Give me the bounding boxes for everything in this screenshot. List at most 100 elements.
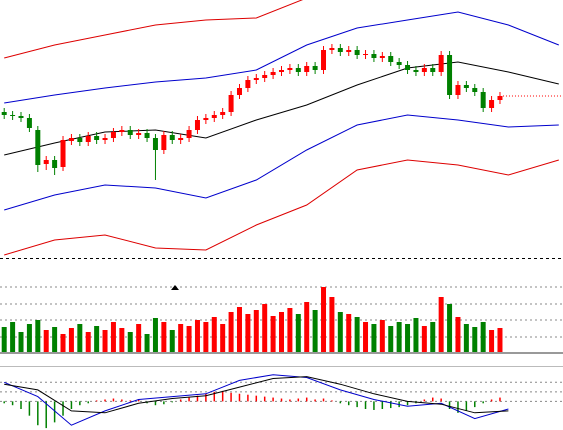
volume-bar xyxy=(169,330,175,352)
volume-bar xyxy=(245,314,251,352)
volume-bar xyxy=(379,320,385,352)
volume-bar xyxy=(178,324,184,352)
indicator-line xyxy=(4,376,509,414)
volume-bar xyxy=(497,328,503,352)
volume-bar xyxy=(371,324,377,352)
volume-bar xyxy=(152,318,158,352)
candle-body xyxy=(110,132,116,138)
candle-body xyxy=(10,115,16,116)
candle-body xyxy=(270,72,276,75)
volume-bar xyxy=(363,322,369,352)
volume-bar xyxy=(405,324,411,352)
candle-body xyxy=(35,130,41,165)
volume-bar xyxy=(211,317,217,352)
candle-body xyxy=(18,116,24,118)
volume-bar xyxy=(421,326,427,352)
volume-bar xyxy=(110,322,116,352)
volume-bar xyxy=(60,334,66,352)
volume-bar xyxy=(354,317,360,352)
volume-bar xyxy=(68,328,74,352)
price-panel xyxy=(1,0,563,256)
volume-bar xyxy=(1,327,7,352)
volume-bar xyxy=(220,324,226,352)
candle-body xyxy=(421,68,427,72)
candle-body xyxy=(379,56,385,58)
volume-bar xyxy=(253,310,259,352)
candle-body xyxy=(295,68,301,72)
volume-bar xyxy=(102,330,108,352)
candle-body xyxy=(169,135,175,140)
volume-panel xyxy=(0,286,563,352)
candle-body xyxy=(127,130,133,135)
candle-body xyxy=(279,70,284,72)
candle-body xyxy=(447,55,453,95)
candle-body xyxy=(346,50,352,52)
candle-body xyxy=(413,70,419,72)
candle-body xyxy=(497,96,503,100)
candle-body xyxy=(228,95,234,112)
volume-bar xyxy=(321,287,327,352)
volume-bar xyxy=(85,332,91,352)
volume-bar xyxy=(35,320,41,352)
candle-body xyxy=(438,55,444,72)
volume-bar xyxy=(438,297,444,352)
volume-bar xyxy=(119,328,125,352)
volume-bar xyxy=(295,314,301,352)
candle-body xyxy=(178,138,184,140)
candle-body xyxy=(26,118,32,128)
volume-bar xyxy=(396,322,402,352)
candle-body xyxy=(43,160,49,164)
volume-bar xyxy=(472,327,478,352)
volume-bar xyxy=(236,307,242,352)
volume-bar xyxy=(77,324,83,352)
indicator-line xyxy=(4,114,559,211)
candle-body xyxy=(455,85,461,95)
volume-bar xyxy=(10,322,16,352)
volume-bar xyxy=(279,312,284,352)
candle-body xyxy=(60,140,66,167)
volume-bar xyxy=(337,312,343,352)
indicator-line xyxy=(4,0,304,59)
candle-body xyxy=(85,136,91,142)
volume-bar xyxy=(262,304,268,352)
volume-bar xyxy=(430,322,436,352)
candle-body xyxy=(102,138,108,140)
volume-bar xyxy=(26,324,32,352)
volume-bar xyxy=(52,327,58,352)
volume-bar xyxy=(136,324,142,352)
volume-bar xyxy=(304,302,310,352)
candle-body xyxy=(480,92,486,108)
volume-bar xyxy=(203,322,209,352)
volume-bar xyxy=(94,326,100,352)
candle-body xyxy=(430,68,436,72)
candle-body xyxy=(119,130,125,132)
candle-body xyxy=(371,54,377,58)
volume-bar xyxy=(480,322,486,352)
volume-bar xyxy=(18,332,24,352)
candle-body xyxy=(396,62,402,65)
volume-bar xyxy=(329,297,335,352)
candle-body xyxy=(472,88,478,92)
candle-body xyxy=(186,130,192,138)
candle-body xyxy=(245,80,251,88)
candle-body xyxy=(194,120,200,130)
candle-body xyxy=(329,48,335,50)
candle-body xyxy=(287,68,293,70)
candle-body xyxy=(220,112,226,115)
volume-bar xyxy=(186,326,192,352)
candle-body xyxy=(161,135,167,150)
candle-body xyxy=(236,88,242,95)
candle-body xyxy=(321,50,327,70)
volume-bar xyxy=(43,330,49,352)
volume-bar xyxy=(388,326,394,352)
candle-body xyxy=(337,48,343,52)
candle-body xyxy=(144,133,150,138)
indicator-line xyxy=(4,11,559,104)
candle-body xyxy=(463,85,469,88)
volume-bar xyxy=(270,316,276,352)
volume-bar xyxy=(144,334,150,352)
volume-bar xyxy=(413,318,419,352)
candle-body xyxy=(363,54,369,55)
volume-bar xyxy=(455,317,461,352)
candle-body xyxy=(152,138,158,150)
